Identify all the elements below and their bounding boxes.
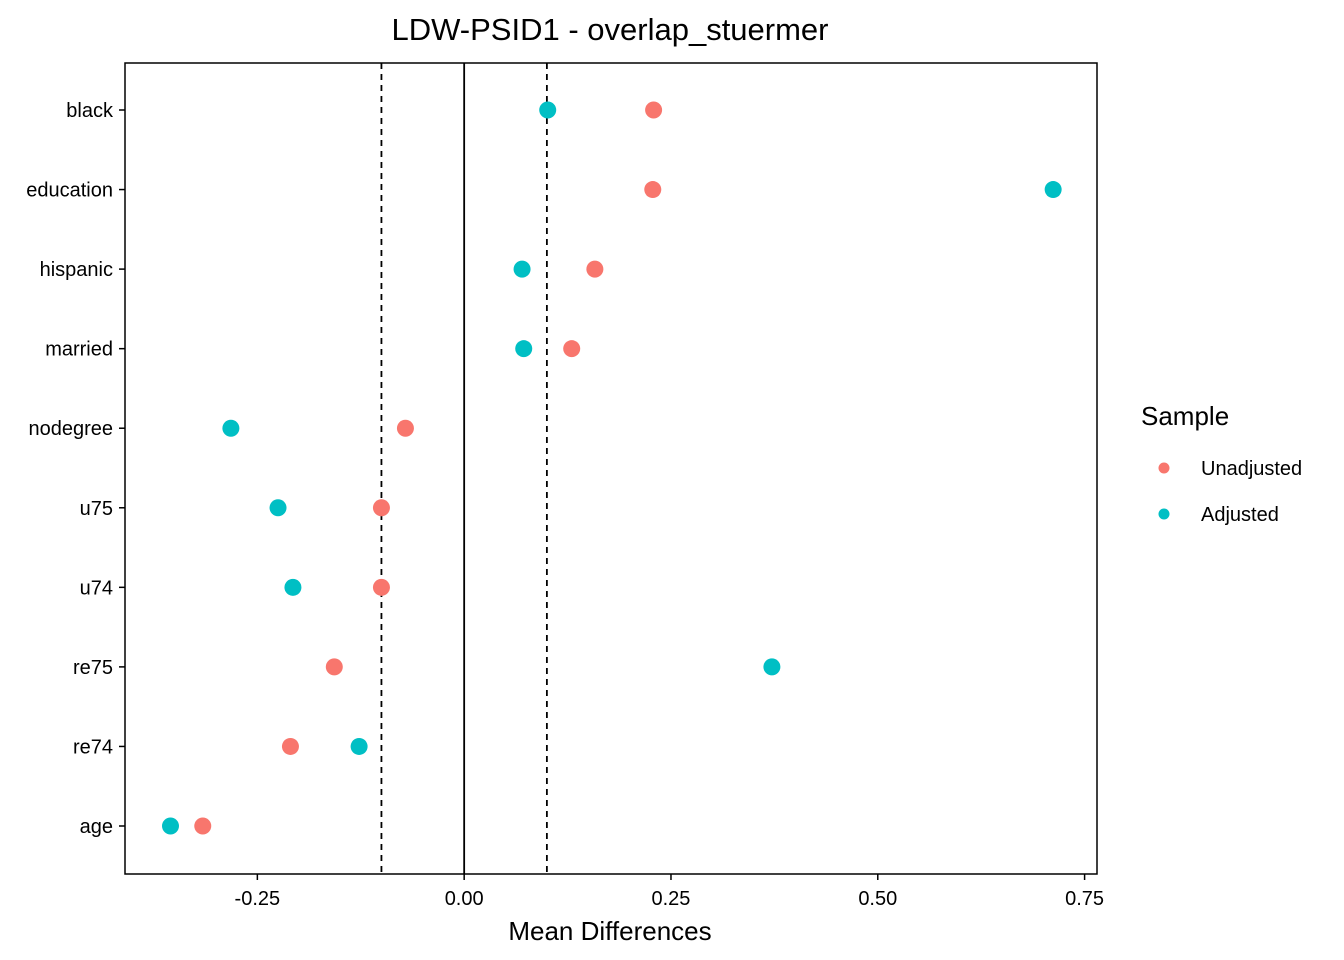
legend-title: Sample [1141, 401, 1229, 431]
legend-key-unadjusted [1158, 462, 1170, 474]
x-tick-label-2: 0.25 [652, 888, 691, 910]
point-adjusted-u74 [284, 578, 302, 596]
x-tick-label-3: 0.50 [858, 888, 897, 910]
data-points [161, 101, 1062, 835]
legend-key-adjusted [1158, 508, 1170, 520]
point-adjusted-black [539, 101, 557, 119]
x-tick-label-0: -0.25 [235, 888, 281, 910]
reference-lines [380, 63, 548, 874]
point-unadjusted-u74 [372, 578, 390, 596]
point-adjusted-hispanic [513, 260, 531, 278]
point-adjusted-u75 [269, 499, 287, 517]
point-adjusted-education [1044, 181, 1062, 199]
point-adjusted-age [161, 817, 179, 835]
y-tick-label-hispanic: hispanic [40, 259, 113, 281]
y-tick-label-re75: re75 [73, 657, 113, 679]
x-axis: -0.25 0.00 0.25 0.50 0.75 [235, 874, 1104, 910]
y-axis: black education hispanic married nodegree u75… [26, 100, 125, 838]
x-tick-label-1: 0.00 [445, 888, 484, 910]
legend-label-unadjusted: Unadjusted [1201, 458, 1302, 480]
point-unadjusted-hispanic [586, 260, 604, 278]
point-unadjusted-education [644, 181, 662, 199]
x-axis-title: Mean Differences [508, 916, 711, 946]
y-tick-label-black: black [66, 100, 114, 122]
plot-panel-border [124, 62, 1098, 875]
legend: Sample Unadjusted Adjusted [1141, 401, 1302, 526]
chart-title: LDW-PSID1 - overlap_stuermer [391, 12, 828, 47]
y-tick-label-u74: u74 [80, 577, 113, 599]
point-unadjusted-u75 [372, 499, 390, 517]
y-tick-label-u75: u75 [80, 498, 113, 520]
point-adjusted-re75 [763, 658, 781, 676]
point-unadjusted-black [645, 101, 663, 119]
y-tick-label-education: education [26, 180, 113, 202]
point-unadjusted-re75 [325, 658, 343, 676]
point-adjusted-nodegree [222, 419, 240, 437]
y-tick-label-re74: re74 [73, 736, 113, 758]
point-unadjusted-age [194, 817, 212, 835]
point-unadjusted-nodegree [396, 419, 414, 437]
legend-label-adjusted: Adjusted [1201, 504, 1279, 526]
point-unadjusted-re74 [281, 737, 299, 755]
point-adjusted-married [515, 340, 533, 358]
point-unadjusted-married [563, 340, 581, 358]
y-tick-label-age: age [80, 816, 113, 838]
x-tick-label-4: 0.75 [1065, 888, 1104, 910]
point-adjusted-re74 [350, 737, 368, 755]
y-tick-label-nodegree: nodegree [28, 418, 113, 440]
y-tick-label-married: married [45, 339, 113, 361]
